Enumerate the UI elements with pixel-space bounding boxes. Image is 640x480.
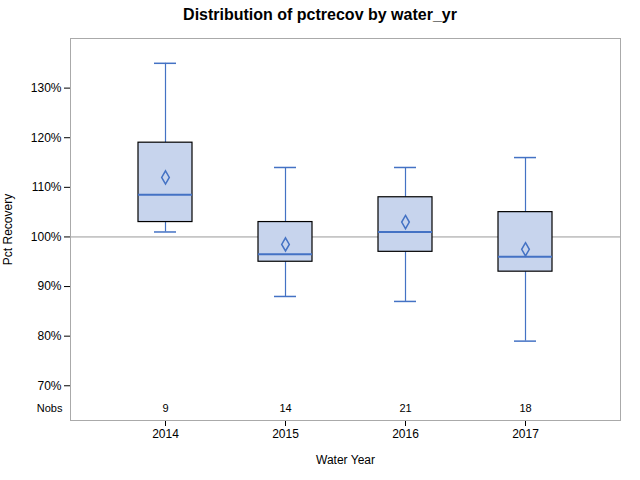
svg-text:90%: 90% — [37, 279, 61, 293]
svg-text:9: 9 — [162, 402, 168, 414]
svg-text:130%: 130% — [31, 81, 62, 95]
svg-text:Nobs: Nobs — [37, 402, 63, 414]
svg-text:2014: 2014 — [152, 427, 179, 441]
svg-text:21: 21 — [399, 402, 411, 414]
svg-text:110%: 110% — [32, 180, 62, 194]
svg-text:100%: 100% — [31, 230, 62, 244]
svg-text:Water Year: Water Year — [316, 453, 375, 467]
svg-text:70%: 70% — [37, 379, 61, 393]
svg-text:18: 18 — [519, 402, 531, 414]
svg-text:2017: 2017 — [512, 427, 539, 441]
svg-text:2015: 2015 — [272, 427, 299, 441]
svg-text:Pct Recovery: Pct Recovery — [1, 194, 15, 265]
svg-text:14: 14 — [279, 402, 291, 414]
html-text:Distribution of pctrecov by wa: Distribution of pctrecov by water_yr — [183, 6, 457, 23]
svg-text:120%: 120% — [31, 131, 62, 145]
svg-text:80%: 80% — [37, 329, 61, 343]
svg-text:2016: 2016 — [392, 427, 419, 441]
